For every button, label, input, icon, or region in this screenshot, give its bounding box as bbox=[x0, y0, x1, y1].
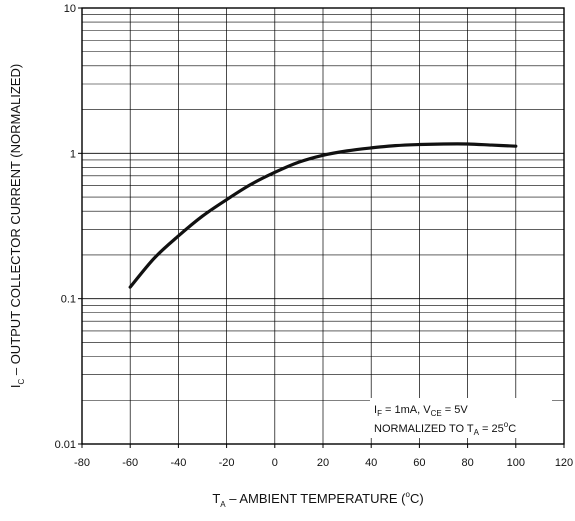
y-axis-title: IC – OUTPUT COLLECTOR CURRENT (NORMALIZE… bbox=[8, 64, 26, 388]
x-tick-label: 20 bbox=[317, 457, 329, 469]
x-tick-label: 120 bbox=[555, 457, 573, 469]
x-tick-label: -60 bbox=[122, 457, 138, 469]
y-tick-label: 0.1 bbox=[61, 294, 76, 306]
annotation-box bbox=[370, 398, 552, 438]
x-tick-label: 80 bbox=[461, 457, 473, 469]
x-tick-label: -20 bbox=[219, 457, 235, 469]
x-tick-label: -40 bbox=[170, 457, 186, 469]
series-line bbox=[128, 142, 518, 289]
y-tick-label: 1 bbox=[70, 148, 76, 160]
annotation-line-1: IF = 1mA, VCE = 5V bbox=[374, 404, 468, 418]
grid bbox=[82, 8, 564, 444]
y-tick-label: 0.01 bbox=[55, 439, 76, 451]
series bbox=[128, 142, 518, 289]
x-tick-label: 60 bbox=[413, 457, 425, 469]
ticks: -80 -60 -40 -20 0 20 40 60 80 100 120 0.01 0.1 1 10 bbox=[55, 3, 574, 469]
y-tick-label: 10 bbox=[64, 3, 76, 15]
annotation-line-2: NORMALIZED TO TA = 25oC bbox=[374, 420, 516, 437]
x-tick-label: 40 bbox=[365, 457, 377, 469]
x-tick-label: 100 bbox=[507, 457, 525, 469]
x-tick-label: -80 bbox=[74, 457, 90, 469]
x-tick-label: 0 bbox=[272, 457, 278, 469]
x-axis-title: TA – AMBIENT TEMPERATURE (oC) bbox=[212, 490, 423, 509]
